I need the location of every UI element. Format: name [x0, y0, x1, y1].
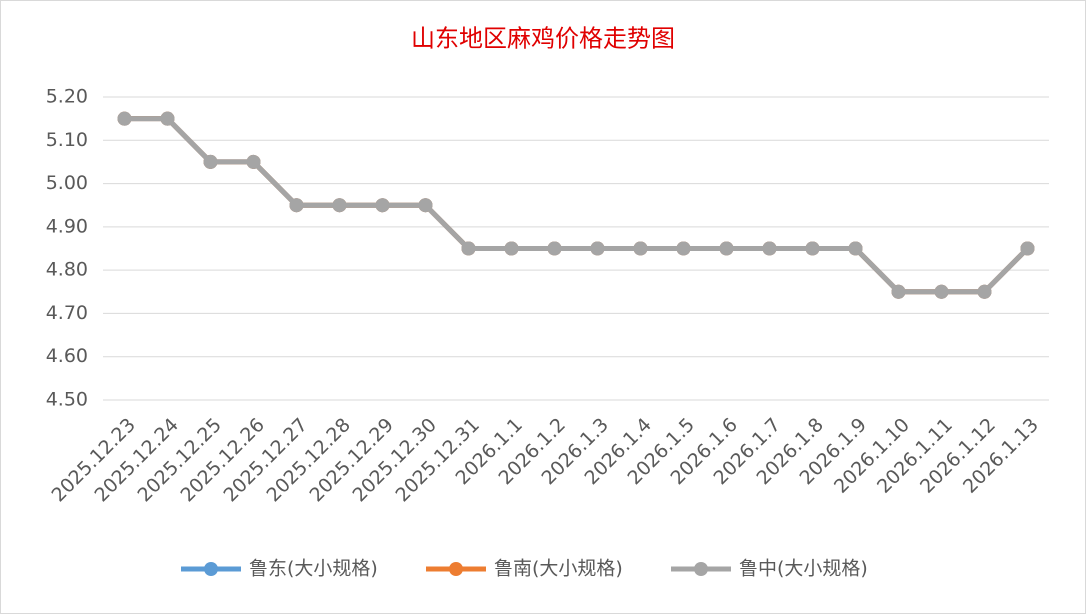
data-point — [117, 111, 132, 126]
legend-label: 鲁中(大小规格) — [739, 558, 868, 580]
y-tick-label: 4.80 — [46, 259, 88, 281]
legend-marker — [694, 562, 708, 576]
data-point — [246, 154, 261, 169]
y-tick-label: 5.10 — [46, 129, 88, 151]
data-point — [418, 198, 433, 213]
legend-marker — [204, 562, 218, 576]
y-tick-label: 4.70 — [46, 302, 88, 324]
data-point — [590, 241, 605, 256]
data-point — [762, 241, 777, 256]
chart-title: 山东地区麻鸡价格走势图 — [411, 25, 675, 53]
data-point — [203, 154, 218, 169]
data-point — [289, 198, 304, 213]
y-tick-label: 5.00 — [46, 172, 88, 194]
data-point — [375, 198, 390, 213]
data-point — [719, 241, 734, 256]
data-point — [547, 241, 562, 256]
y-tick-label: 5.20 — [46, 86, 88, 108]
legend-marker — [449, 562, 463, 576]
data-point — [676, 241, 691, 256]
y-tick-label: 4.90 — [46, 215, 88, 237]
series-line — [124, 116, 1030, 295]
data-point — [504, 241, 519, 256]
y-tick-label: 4.50 — [46, 389, 88, 411]
data-point — [977, 284, 992, 299]
data-point — [160, 111, 175, 126]
data-point — [461, 241, 476, 256]
data-point — [805, 241, 820, 256]
data-point — [848, 241, 863, 256]
legend-label: 鲁东(大小规格) — [249, 558, 378, 580]
data-point — [891, 284, 906, 299]
data-point — [934, 284, 949, 299]
data-point — [1020, 241, 1035, 256]
legend-label: 鲁南(大小规格) — [494, 558, 623, 580]
y-tick-label: 4.60 — [46, 345, 88, 367]
data-point — [332, 198, 347, 213]
data-point — [633, 241, 648, 256]
